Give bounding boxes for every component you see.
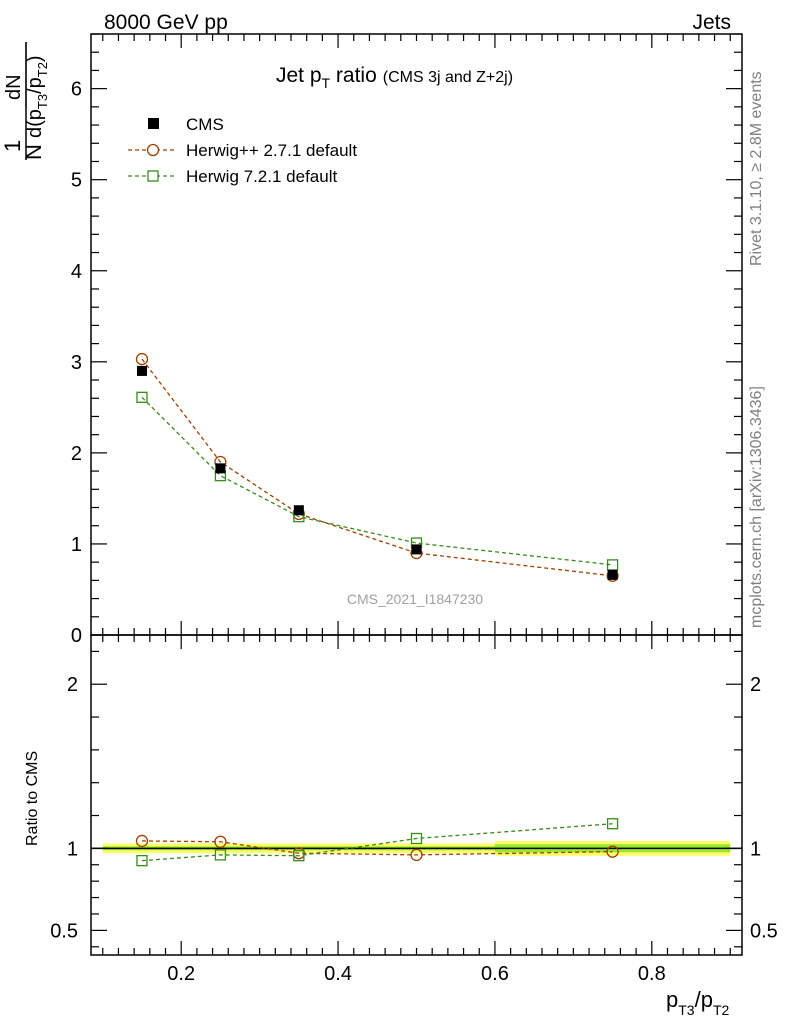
y-axis-label-ratio: Ratio to CMS: [24, 751, 41, 846]
herwig7-point: [606, 559, 619, 571]
ratio-herwigpp-point: [410, 848, 423, 862]
ratio-herwig7-point: [214, 849, 227, 861]
cms-point: [293, 505, 304, 516]
plot-title: Jet pT ratio (CMS 3j and Z+2j): [276, 64, 513, 91]
rivet-label: Rivet 3.1.10, ≥ 2.8M events: [748, 71, 765, 266]
ratio-ytick-label-left: 0.5: [50, 920, 78, 942]
xtick-label: 0.6: [481, 963, 509, 985]
legend-item-cms: CMS: [148, 115, 224, 134]
herwigpp-point: [135, 352, 149, 366]
cms-point: [136, 365, 147, 376]
ylabel-dn: dN: [3, 74, 25, 100]
ratio-ytick-label-right: 2: [750, 674, 761, 696]
legend-label-herwigpp: Herwig++ 2.7.1 default: [186, 141, 357, 160]
ratio-herwig7-point: [136, 854, 148, 867]
ylabel-one: 1: [0, 140, 25, 152]
y-axis-label-main: 1 N dN d(pT3/pT2): [0, 42, 50, 160]
ylabel-n: N: [21, 144, 46, 160]
main-ytick-label: 3: [71, 352, 82, 374]
main-ytick-label: 5: [71, 170, 82, 192]
ratio-herwig7-point: [293, 850, 305, 862]
ratio-herwigpp-point: [214, 835, 227, 848]
legend-marker-cms: [148, 118, 159, 129]
herwig7-point: [136, 391, 148, 403]
ylabel-denominator: d(pT3/pT2): [24, 55, 50, 138]
legend-item-herwig7: Herwig 7.2.1 default: [128, 167, 337, 186]
header-left: 8000 GeV pp: [104, 11, 228, 34]
ratio-ytick-label-right: 1: [750, 838, 761, 860]
main-ytick-label: 1: [71, 534, 82, 556]
ratio-ytick-label-right: 0.5: [750, 920, 778, 942]
x-axis-label: pT3/pT2: [666, 987, 730, 1018]
ratio-herwigpp-line: [141, 840, 613, 856]
cms-point: [607, 569, 618, 580]
xtick-label: 0.4: [324, 963, 352, 985]
ratio-panel: 0.5 0.5 1 1 2 2 0.2 0.4 0.6 0.8 Ratio to CMS: [24, 634, 778, 985]
ratio-frame: [90, 634, 743, 956]
legend-marker-herwigpp: [146, 143, 160, 157]
ratio-herwigpp-point: [135, 834, 149, 848]
cms-point: [215, 463, 226, 474]
header-right: Jets: [692, 11, 731, 34]
legend-label-herwig7: Herwig 7.2.1 default: [186, 167, 337, 186]
herwig7-line: [141, 396, 613, 566]
xtick-label: 0.8: [638, 963, 666, 985]
ratio-herwig7-point: [606, 818, 619, 830]
main-ytick-label: 6: [71, 79, 82, 101]
main-panel: 0 1 2 3 4 5 6 Jet pT ratio (CMS 3j and Z+2j) CM…: [71, 33, 743, 647]
ratio-herwigpp-point: [606, 845, 619, 858]
ratio-ytick-label-left: 1: [67, 838, 78, 860]
main-ytick-label: 0: [71, 625, 82, 647]
xtick-label: 0.2: [167, 963, 195, 985]
cms-point: [411, 544, 422, 555]
main-ytick-label: 4: [71, 261, 82, 283]
ratio-ytick-label-left: 2: [67, 674, 78, 696]
legend-marker-herwig7: [147, 170, 159, 182]
legend-item-herwigpp: Herwig++ 2.7.1 default: [128, 141, 357, 160]
main-ytick-label: 2: [71, 443, 82, 465]
mcplots-label: mcplots.cern.ch [arXiv:1306.3436]: [748, 386, 765, 628]
analysis-watermark: CMS_2021_I1847230: [347, 591, 483, 607]
ratio-herwig7-point: [410, 832, 423, 845]
legend-label-cms: CMS: [186, 115, 224, 134]
herwigpp-line: [141, 358, 613, 577]
ratio-herwig7-line: [141, 823, 613, 862]
legend: CMS Herwig++ 2.7.1 default Herwig 7.2.1 …: [128, 115, 357, 186]
